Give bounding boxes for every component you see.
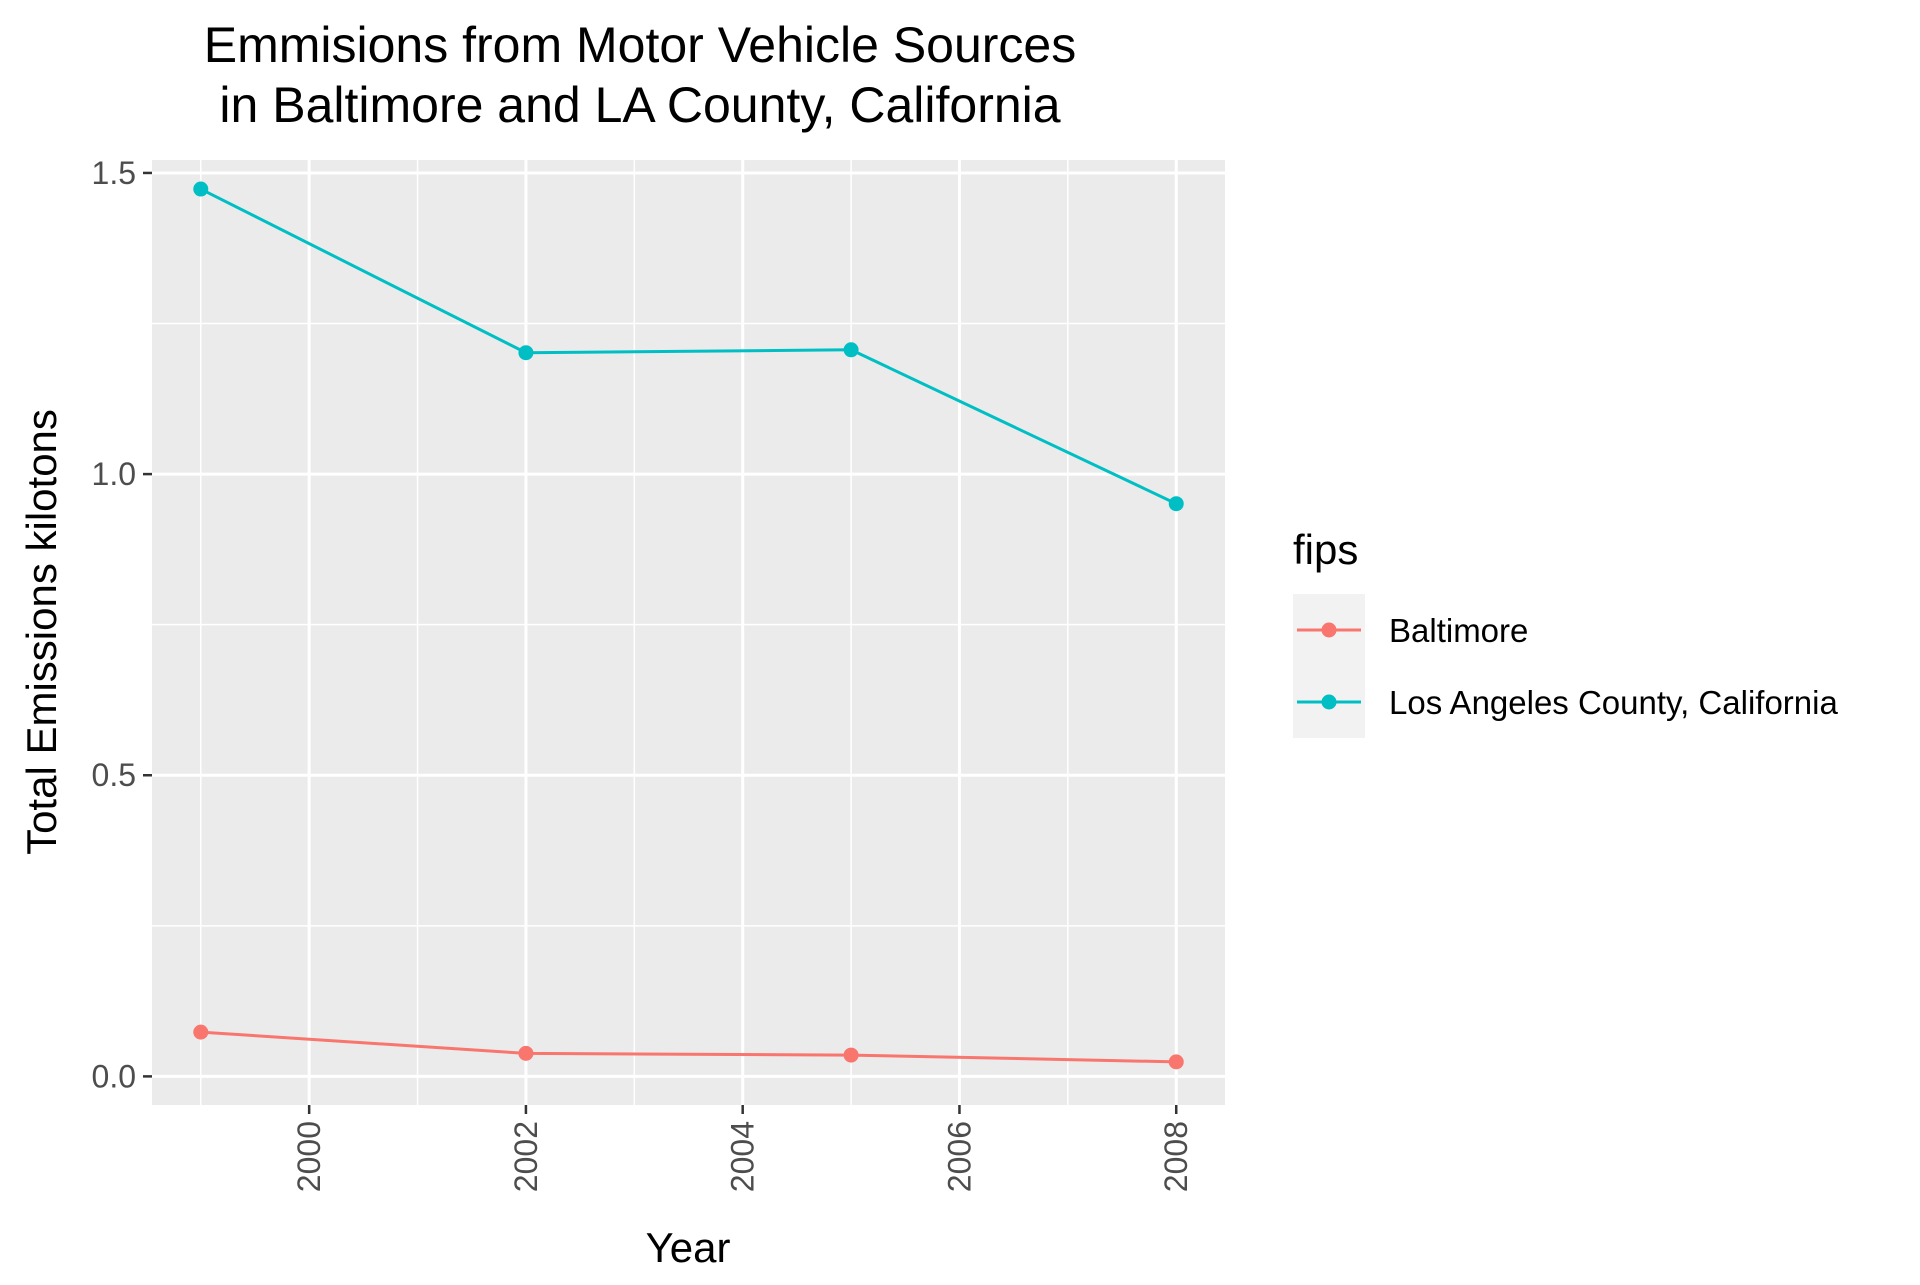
data-point xyxy=(1168,1054,1184,1070)
grid-major xyxy=(152,160,1225,1105)
chart-title-line-1: Emmisions from Motor Vehicle Sources xyxy=(204,17,1077,73)
x-tick-label: 2004 xyxy=(725,1121,761,1192)
x-tick-label: 2002 xyxy=(508,1121,544,1192)
chart-title-line-2: in Baltimore and LA County, California xyxy=(219,77,1060,133)
x-tick-label: 2000 xyxy=(291,1121,327,1192)
legend-title: fips xyxy=(1293,526,1358,573)
x-tick-label: 2006 xyxy=(941,1121,977,1192)
y-tick-label: 1.5 xyxy=(92,155,136,191)
data-point xyxy=(843,1047,859,1063)
x-axis: 2000 2002 2004 2006 2008 xyxy=(291,1105,1194,1192)
y-tick-label: 0.5 xyxy=(92,757,136,793)
series-line-0 xyxy=(200,1030,1177,1064)
y-tick-label: 0.0 xyxy=(92,1058,136,1094)
y-tick-label: 1.0 xyxy=(92,456,136,492)
legend-label: Los Angeles County, California xyxy=(1389,684,1838,721)
legend-label: Baltimore xyxy=(1389,612,1528,649)
data-point xyxy=(193,181,209,197)
x-tick-label: 2008 xyxy=(1158,1121,1194,1192)
y-axis: 0.0 0.5 1.0 1.5 xyxy=(92,155,152,1094)
legend-key-point xyxy=(1321,622,1337,638)
data-point xyxy=(518,1045,534,1061)
x-axis-title: Year xyxy=(646,1224,731,1271)
grid-minor xyxy=(152,160,1225,1105)
data-point xyxy=(843,342,859,358)
legend-key-point xyxy=(1321,694,1337,710)
series-line-1 xyxy=(200,187,1177,506)
data-point xyxy=(1168,496,1184,512)
series-layer xyxy=(193,181,1184,1070)
chart-title: Emmisions from Motor Vehicle Sources in … xyxy=(204,17,1077,133)
legend: fips Baltimore Los Angeles County, Califo… xyxy=(1293,526,1838,738)
plot-panel xyxy=(152,160,1225,1105)
data-point xyxy=(193,1024,209,1040)
y-axis-title: Total Emissions kilotons xyxy=(18,409,65,855)
data-point xyxy=(518,345,534,361)
